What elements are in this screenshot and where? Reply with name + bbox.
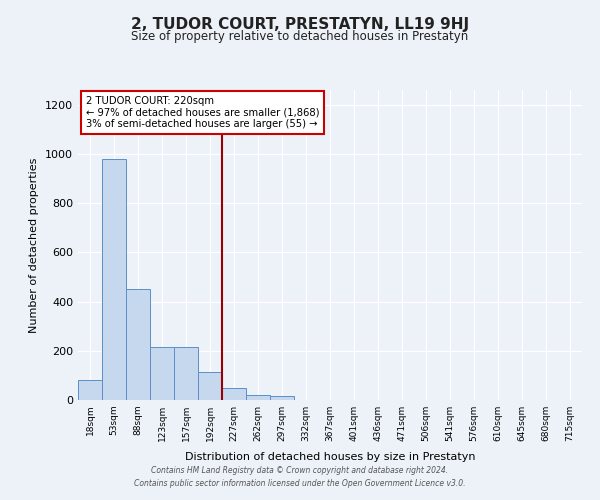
Text: 2 TUDOR COURT: 220sqm
← 97% of detached houses are smaller (1,868)
3% of semi-de: 2 TUDOR COURT: 220sqm ← 97% of detached … xyxy=(86,96,319,130)
Bar xyxy=(102,159,126,400)
Bar xyxy=(222,388,246,400)
Bar xyxy=(246,395,270,400)
Bar xyxy=(174,347,198,400)
Text: Contains HM Land Registry data © Crown copyright and database right 2024.
Contai: Contains HM Land Registry data © Crown c… xyxy=(134,466,466,487)
X-axis label: Distribution of detached houses by size in Prestatyn: Distribution of detached houses by size … xyxy=(185,452,475,462)
Bar xyxy=(270,396,294,400)
Bar xyxy=(78,380,102,400)
Text: 2, TUDOR COURT, PRESTATYN, LL19 9HJ: 2, TUDOR COURT, PRESTATYN, LL19 9HJ xyxy=(131,18,469,32)
Bar xyxy=(150,347,174,400)
Text: Size of property relative to detached houses in Prestatyn: Size of property relative to detached ho… xyxy=(131,30,469,43)
Y-axis label: Number of detached properties: Number of detached properties xyxy=(29,158,40,332)
Bar xyxy=(198,372,222,400)
Bar xyxy=(126,290,150,400)
